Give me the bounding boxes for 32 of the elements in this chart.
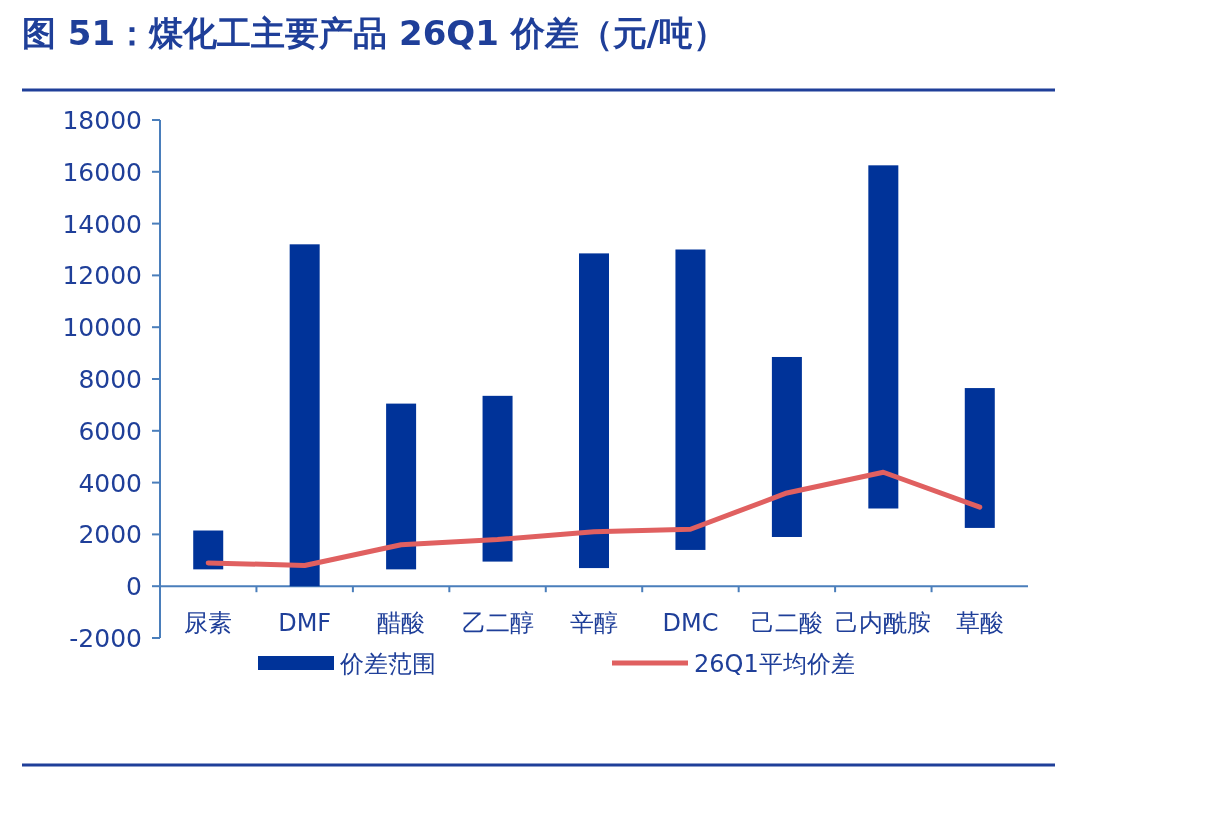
y-tick-label: 2000	[78, 520, 142, 550]
y-tick-label: 6000	[78, 416, 142, 446]
y-tick-label: 18000	[62, 106, 142, 135]
y-tick-label: -2000	[69, 624, 142, 653]
x-tick-label: 醋酸	[377, 609, 426, 638]
x-tick-label: 尿素	[184, 609, 233, 638]
y-tick-label: 10000	[62, 313, 142, 343]
x-tick-label: 辛醇	[570, 609, 618, 638]
x-tick-label: 己内酰胺	[835, 609, 932, 638]
chart-title: 图 51：煤化工主要产品 26Q1 价差（元/吨）	[22, 13, 728, 53]
bar	[289, 244, 320, 587]
x-tick-label: 草酸	[955, 609, 1004, 638]
legend-label: 26Q1平均价差	[694, 650, 855, 678]
y-tick-label: 0	[126, 572, 142, 602]
x-tick-label: DMF	[278, 609, 332, 638]
bar	[579, 253, 609, 569]
y-tick-label: 14000	[62, 209, 142, 239]
bar	[675, 249, 706, 550]
bar	[482, 395, 513, 562]
x-tick-label: DMC	[662, 609, 719, 638]
y-tick-label: 4000	[78, 468, 142, 498]
bar	[868, 165, 899, 509]
x-tick-label: 乙二醇	[461, 609, 534, 638]
bar	[386, 403, 417, 570]
legend-label: 价差范围	[339, 650, 436, 678]
bar	[771, 356, 802, 537]
bar	[193, 530, 224, 570]
bar	[964, 388, 995, 528]
x-tick-label: 己二酸	[750, 609, 823, 638]
y-tick-label: 16000	[62, 157, 142, 187]
y-tick-label: 8000	[78, 365, 142, 394]
y-tick-label: 12000	[62, 261, 142, 291]
